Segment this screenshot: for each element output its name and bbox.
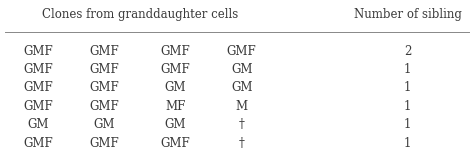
Text: 2: 2 bbox=[404, 45, 411, 58]
Text: 1: 1 bbox=[404, 81, 411, 95]
Text: GMF: GMF bbox=[90, 63, 119, 76]
Text: 1: 1 bbox=[404, 63, 411, 76]
Text: GMF: GMF bbox=[23, 81, 53, 95]
Text: GMF: GMF bbox=[23, 45, 53, 58]
Text: 1: 1 bbox=[404, 118, 411, 131]
Text: †: † bbox=[239, 118, 245, 131]
Text: GMF: GMF bbox=[23, 100, 53, 113]
Text: GM: GM bbox=[231, 63, 253, 76]
Text: GMF: GMF bbox=[23, 63, 53, 76]
Text: GM: GM bbox=[27, 118, 49, 131]
Text: GMF: GMF bbox=[161, 63, 190, 76]
Text: Clones from granddaughter cells: Clones from granddaughter cells bbox=[42, 8, 238, 21]
Text: GMF: GMF bbox=[227, 45, 256, 58]
Text: GM: GM bbox=[93, 118, 115, 131]
Text: GMF: GMF bbox=[90, 137, 119, 150]
Text: Number of sibling: Number of sibling bbox=[354, 8, 462, 21]
Text: MF: MF bbox=[165, 100, 185, 113]
Text: GM: GM bbox=[164, 118, 186, 131]
Text: GMF: GMF bbox=[161, 137, 190, 150]
Text: 1: 1 bbox=[404, 137, 411, 150]
Text: †: † bbox=[239, 137, 245, 150]
Text: M: M bbox=[236, 100, 248, 113]
Text: GMF: GMF bbox=[90, 45, 119, 58]
Text: GMF: GMF bbox=[23, 137, 53, 150]
Text: GM: GM bbox=[231, 81, 253, 95]
Text: 1: 1 bbox=[404, 100, 411, 113]
Text: GMF: GMF bbox=[90, 100, 119, 113]
Text: GMF: GMF bbox=[161, 45, 190, 58]
Text: GM: GM bbox=[164, 81, 186, 95]
Text: GMF: GMF bbox=[90, 81, 119, 95]
